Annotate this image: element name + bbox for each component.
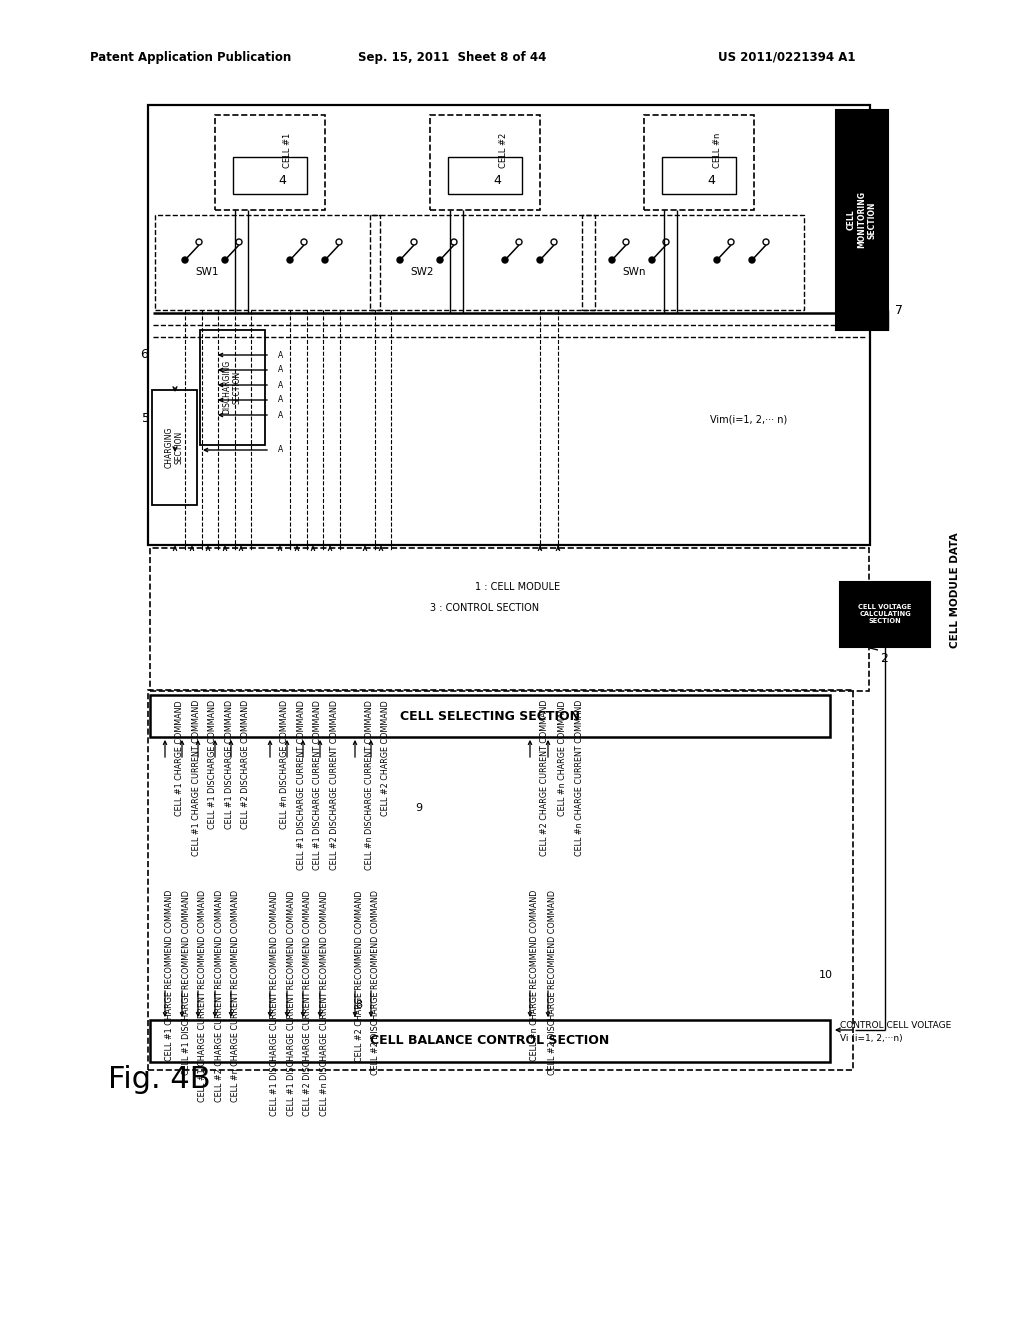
Text: CELL #n CHARGE RECOMMEND COMMAND: CELL #n CHARGE RECOMMEND COMMAND [530, 890, 539, 1061]
Circle shape [437, 257, 443, 263]
Circle shape [649, 257, 655, 263]
Text: 6: 6 [140, 348, 148, 362]
Text: CELL MODULE DATA: CELL MODULE DATA [950, 532, 961, 648]
Bar [836, 110, 888, 330]
Text: CELL #2 DISCHARGE COMMAND: CELL #2 DISCHARGE COMMAND [241, 700, 250, 829]
Bar [150, 1020, 830, 1063]
Text: CELL #2 DISCHARGE CURRENT COMMAND: CELL #2 DISCHARGE CURRENT COMMAND [330, 700, 339, 870]
Text: SWn: SWn [622, 267, 645, 277]
Text: 7: 7 [895, 304, 903, 317]
Text: A: A [278, 396, 284, 404]
Text: CELL #2 DISCHARGE RECOMMEND COMMAND: CELL #2 DISCHARGE RECOMMEND COMMAND [548, 890, 557, 1074]
Text: CELL #n: CELL #n [713, 132, 722, 168]
Bar [150, 548, 869, 690]
Text: CELL #n DISCHARGE CURRENT RECOMMEND COMMAND: CELL #n DISCHARGE CURRENT RECOMMEND COMM… [319, 890, 329, 1115]
Text: CELL #1 CHARGE COMMAND: CELL #1 CHARGE COMMAND [175, 700, 184, 816]
Text: CELL #n CHARGE CURRENT RECOMMEND COMMAND: CELL #n CHARGE CURRENT RECOMMEND COMMAND [231, 890, 240, 1102]
Bar [148, 690, 853, 1071]
Text: CELL #1 DISCHARGE COMMAND: CELL #1 DISCHARGE COMMAND [225, 700, 234, 829]
Bar [644, 115, 754, 210]
Text: CELL VOLTAGE
CALCULATING
SECTION: CELL VOLTAGE CALCULATING SECTION [858, 605, 911, 624]
Text: SW1: SW1 [195, 267, 218, 277]
Text: 2: 2 [880, 652, 888, 664]
Bar [215, 115, 325, 210]
Circle shape [537, 257, 543, 263]
Bar [233, 157, 307, 194]
Bar [430, 115, 540, 210]
Text: Fig. 4B: Fig. 4B [108, 1065, 211, 1094]
Text: CELL #2: CELL #2 [499, 132, 508, 168]
Bar [150, 696, 830, 737]
Bar [152, 389, 197, 506]
Text: 5: 5 [142, 412, 150, 425]
Text: CELL #1 CHARGE CURRENT COMMAND: CELL #1 CHARGE CURRENT COMMAND [193, 700, 201, 857]
Text: US 2011/0221394 A1: US 2011/0221394 A1 [718, 50, 855, 63]
Text: A: A [278, 446, 284, 454]
Circle shape [502, 257, 508, 263]
Text: CELL #2 CHARGE CURRENT COMMAND: CELL #2 CHARGE CURRENT COMMAND [540, 700, 549, 857]
Text: CHARGING
SECTION: CHARGING SECTION [164, 426, 183, 467]
Text: CELL #2 DISCHARGE CURRENT RECOMMEND COMMAND: CELL #2 DISCHARGE CURRENT RECOMMEND COMM… [303, 890, 312, 1115]
Circle shape [714, 257, 720, 263]
Text: A: A [278, 351, 284, 359]
Text: Sep. 15, 2011  Sheet 8 of 44: Sep. 15, 2011 Sheet 8 of 44 [358, 50, 547, 63]
Text: CELL #2 CHARGE RECOMMEND COMMAND: CELL #2 CHARGE RECOMMEND COMMAND [355, 890, 364, 1061]
Text: DISCHARGING
SECTION: DISCHARGING SECTION [222, 360, 242, 414]
Text: 4: 4 [494, 173, 501, 186]
Bar [840, 582, 930, 647]
Circle shape [397, 257, 403, 263]
Text: CELL #n CHARGE CURRENT COMMAND: CELL #n CHARGE CURRENT COMMAND [575, 700, 584, 857]
Text: CELL
MONITORING
SECTION: CELL MONITORING SECTION [847, 191, 877, 248]
Text: 9: 9 [415, 803, 422, 813]
Circle shape [322, 257, 328, 263]
Text: CELL #2 CHARGE COMMAND: CELL #2 CHARGE COMMAND [381, 700, 390, 816]
Circle shape [222, 257, 228, 263]
Text: CONTROL CELL VOLTAGE: CONTROL CELL VOLTAGE [840, 1020, 951, 1030]
Text: CELL #2 DISCHARGE RECOMMEND COMMAND: CELL #2 DISCHARGE RECOMMEND COMMAND [371, 890, 380, 1074]
Text: CELL BALANCE CONTROL SECTION: CELL BALANCE CONTROL SECTION [371, 1035, 609, 1048]
Circle shape [749, 257, 755, 263]
Bar [370, 215, 595, 310]
Text: CELL #1 CHARGE CURRENT RECOMMEND COMMAND: CELL #1 CHARGE CURRENT RECOMMEND COMMAND [198, 890, 207, 1102]
Text: 4: 4 [707, 173, 715, 186]
Bar [582, 215, 804, 310]
Text: CELL #1 DISCHARGE CURRENT RECOMMEND COMMAND: CELL #1 DISCHARGE CURRENT RECOMMEND COMM… [270, 890, 279, 1115]
Text: 10: 10 [819, 970, 833, 979]
Text: A: A [278, 380, 284, 389]
Bar [662, 157, 736, 194]
Text: SW2: SW2 [410, 267, 433, 277]
Text: 3 : CONTROL SECTION: 3 : CONTROL SECTION [430, 603, 539, 612]
Text: CELL SELECTING SECTION: CELL SELECTING SECTION [400, 710, 580, 722]
Text: 8: 8 [355, 1001, 362, 1010]
Text: Patent Application Publication: Patent Application Publication [90, 50, 291, 63]
Text: CELL #1 DISCHARGE RECOMMEND COMMAND: CELL #1 DISCHARGE RECOMMEND COMMAND [182, 890, 191, 1074]
Text: CELL #n DISCHARGE COMMAND: CELL #n DISCHARGE COMMAND [280, 700, 289, 829]
Text: CELL #n DISCHARGE CURRENT COMMAND: CELL #n DISCHARGE CURRENT COMMAND [365, 700, 374, 870]
Text: CELL #1 CHARGE RECOMMEND COMMAND: CELL #1 CHARGE RECOMMEND COMMAND [165, 890, 174, 1061]
Text: CELL #1: CELL #1 [284, 132, 293, 168]
Bar [449, 157, 522, 194]
Circle shape [609, 257, 615, 263]
Circle shape [287, 257, 293, 263]
Text: A: A [278, 366, 284, 375]
Text: 4: 4 [279, 173, 286, 186]
Text: CELL #1 DISCHARGE CURRENT COMMAND: CELL #1 DISCHARGE CURRENT COMMAND [297, 700, 306, 870]
Text: A: A [278, 411, 284, 420]
Text: 1 : CELL MODULE: 1 : CELL MODULE [475, 582, 560, 591]
Text: CELL #1 DISCHARGE COMMAND: CELL #1 DISCHARGE COMMAND [208, 700, 217, 829]
Text: CELL #1 DISCHARGE CURRENT RECOMMEND COMMAND: CELL #1 DISCHARGE CURRENT RECOMMEND COMM… [287, 890, 296, 1115]
Bar [148, 106, 870, 545]
Text: CELL #2 CHARGE CURRENT RECOMMEND COMMAND: CELL #2 CHARGE CURRENT RECOMMEND COMMAND [215, 890, 224, 1102]
Bar [200, 330, 265, 445]
Text: Vim(i=1, 2,··· n): Vim(i=1, 2,··· n) [710, 414, 787, 425]
Text: Vi (i=1, 2,···n): Vi (i=1, 2,···n) [840, 1034, 902, 1043]
Bar [155, 215, 380, 310]
Circle shape [182, 257, 188, 263]
Text: CELL #1 DISCHARGE CURRENT COMMAND: CELL #1 DISCHARGE CURRENT COMMAND [313, 700, 322, 870]
Text: CELL #n CHARGE COMMAND: CELL #n CHARGE COMMAND [558, 700, 567, 816]
